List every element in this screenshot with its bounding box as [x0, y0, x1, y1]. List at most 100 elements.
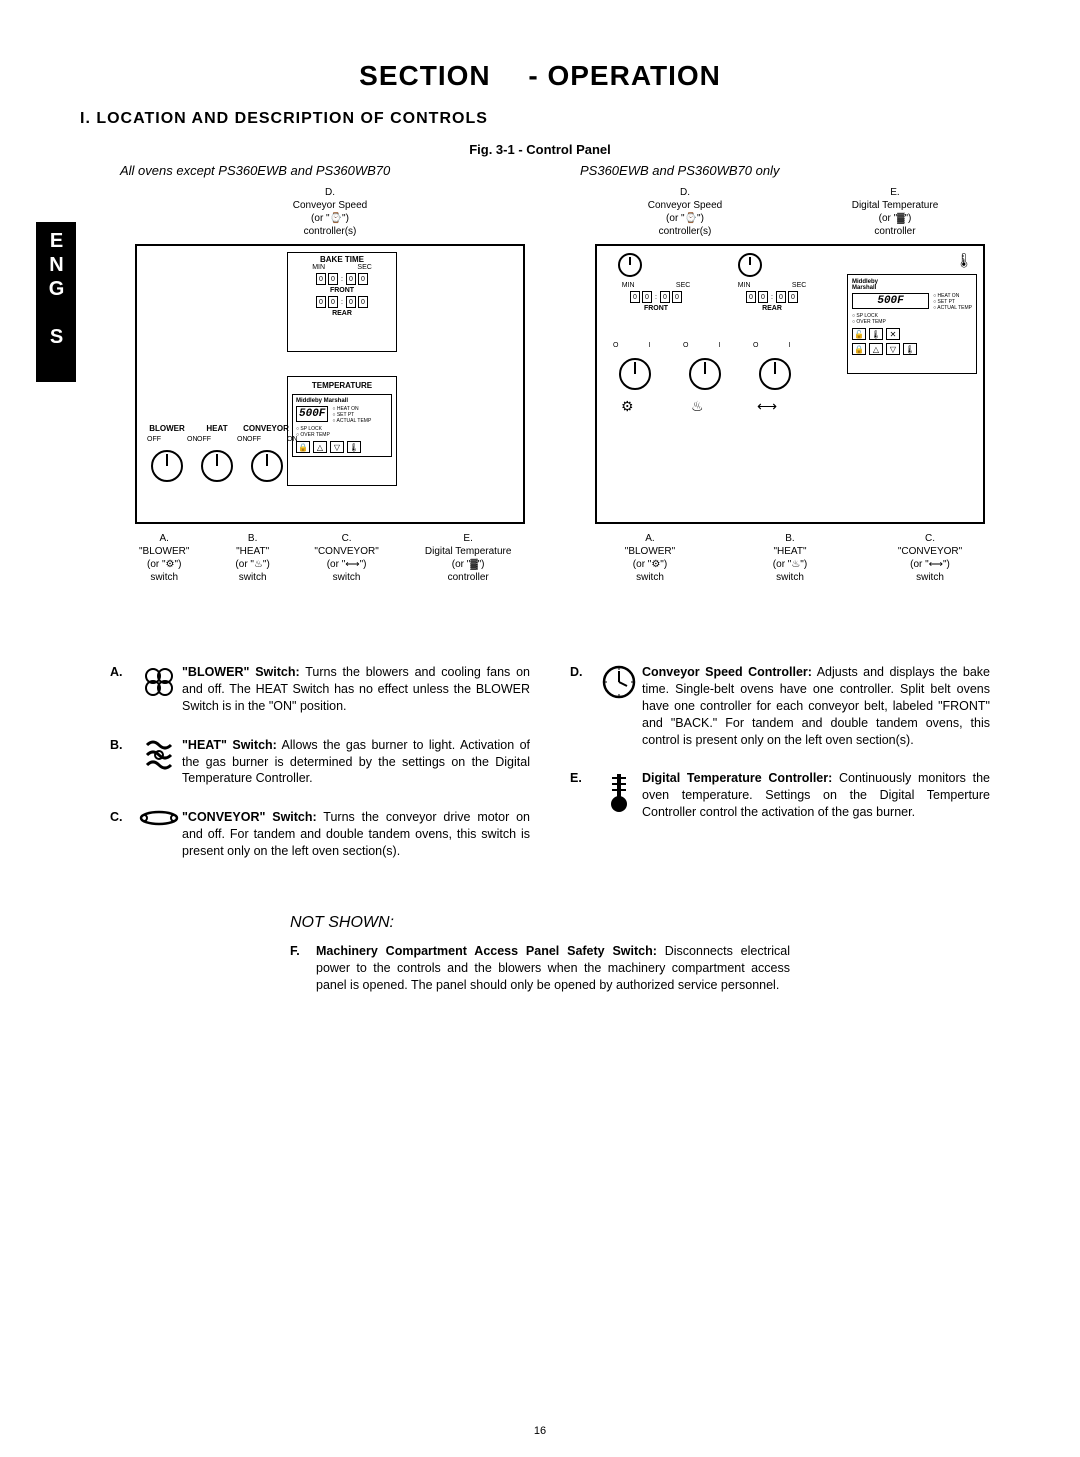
o-label: O: [613, 342, 618, 349]
bake-time-box: BAKE TIME MIN SEC 00:00 FRONT 00:00 REAR: [287, 252, 397, 352]
diagram-left-col: All ovens except PS360EWB and PS360WB70 …: [120, 163, 540, 584]
on-label: ON: [187, 436, 198, 443]
temp-button-row-r: 🔓 🌡 ✕: [852, 328, 972, 340]
bottom-callouts-left: A. "BLOWER" (or "⚙") switch B. "HEAT" (o…: [120, 532, 540, 584]
ind-actual-temp: ACTUAL TEMP: [337, 418, 372, 424]
callout-d-right: D. Conveyor Speed (or "⌚") controller(s): [580, 186, 790, 238]
conveyor-icon: [136, 809, 182, 860]
legend-letter-d: D.: [570, 664, 596, 748]
clock-icon: [617, 252, 643, 278]
legend-item-a: A. "BLOWER" Switch: Turns the blowers an…: [110, 664, 530, 715]
thermometer-icon: [596, 770, 642, 821]
temperature-label: TEMPERATURE: [292, 381, 392, 390]
page-title: SECTION - OPERATION: [0, 60, 1080, 92]
front-label: FRONT: [288, 287, 396, 294]
callout-a: A. "BLOWER" (or "⚙") switch: [120, 532, 208, 584]
figure-caption: Fig. 3-1 - Control Panel: [0, 142, 1080, 157]
blower-icon: [136, 664, 182, 715]
control-panel-left: BAKE TIME MIN SEC 00:00 FRONT 00:00 REAR…: [135, 244, 525, 524]
callout-b-r: B. "HEAT" (or "♨") switch: [720, 532, 860, 584]
callout-e-right: E. Digital Temperature (or "▓") controll…: [790, 186, 1000, 238]
temp-button-row-r2: 🔒 △ ▽ 🌡: [852, 343, 972, 355]
indicator-lights-2: ○ SP LOCK ○ OVER TEMP: [296, 426, 388, 438]
conveyor-knob: [251, 450, 283, 482]
on-label: ON: [237, 436, 248, 443]
legend-text-d: Conveyor Speed Controller: Adjusts and d…: [642, 664, 990, 748]
bottom-callouts-right: A. "BLOWER" (or "⚙") switch B. "HEAT" (o…: [580, 532, 1000, 584]
ns-letter-f: F.: [290, 943, 316, 994]
conveyor-front-box: MINSEC 00:00 FRONT: [601, 282, 711, 312]
heat-label: HEAT: [195, 424, 239, 433]
off-label: OFF: [197, 436, 211, 443]
temp-display-r: 500F: [852, 293, 929, 309]
top-callouts-right: D. Conveyor Speed (or "⌚") controller(s)…: [580, 186, 1000, 238]
off-label: OFF: [147, 436, 161, 443]
temperature-controller-box: TEMPERATURE Middleby Marshall 500F ○ HEA…: [287, 376, 397, 486]
not-shown-title: NOT SHOWN:: [290, 912, 790, 934]
diagram-row: All ovens except PS360EWB and PS360WB70 …: [100, 163, 1020, 584]
clock-icon: [596, 664, 642, 748]
seg-display-rear: 00:00: [288, 296, 396, 308]
min-label: MIN: [622, 282, 635, 289]
up-icon: △: [869, 343, 883, 355]
page-number: 16: [0, 1425, 1080, 1437]
min-label: MIN: [312, 264, 325, 271]
ind-over-temp: OVER TEMP: [856, 319, 885, 325]
conveyor-ctrl-front: [617, 252, 643, 278]
callout-c: C. "CONVEYOR" (or "⟷") switch: [297, 532, 396, 584]
i-label: I: [648, 342, 650, 349]
legend-letter-a: A.: [110, 664, 136, 715]
min-label: MIN: [738, 282, 751, 289]
i-label: I: [718, 342, 720, 349]
temperature-controller-right: Middleby Marshall 500F ○ HEAT ON ○ SET P…: [847, 274, 977, 374]
callout-d-left: D. Conveyor Speed (or "⌚") controller(s): [120, 186, 540, 238]
legend-letter-e: E.: [570, 770, 596, 821]
indicator-lights-r: ○ HEAT ON ○ SET PT ○ ACTUAL TEMP: [933, 293, 972, 311]
control-panel-right: MINSEC 00:00 FRONT MINSEC 00:00 REAR OI …: [595, 244, 985, 524]
legend-left-col: A. "BLOWER" Switch: Turns the blowers an…: [110, 664, 530, 882]
legend-text-c: "CONVEYOR" Switch: Turns the conveyor dr…: [182, 809, 530, 860]
bake-time-label: BAKE TIME: [288, 255, 396, 264]
diagram-right-title: PS360EWB and PS360WB70 only: [580, 163, 779, 178]
blower-knob: [151, 450, 183, 482]
conveyor-icon: ⟷: [757, 398, 777, 415]
legend-item-c: C. "CONVEYOR" Switch: Turns the conveyor…: [110, 809, 530, 860]
x-icon: ✕: [886, 328, 900, 340]
conveyor-rear-box: MINSEC 00:00 REAR: [717, 282, 827, 312]
legend-right-col: D. Conveyor Speed Controller: Adjusts an…: [570, 664, 990, 882]
min-sec-row: MIN SEC: [296, 264, 388, 271]
conveyor-ctrl-rear: [737, 252, 763, 278]
conveyor-label: CONVEYOR: [241, 424, 291, 433]
down-icon: ▽: [886, 343, 900, 355]
heat-knob-r: [689, 358, 721, 390]
callout-a-r: A. "BLOWER" (or "⚙") switch: [580, 532, 720, 584]
not-shown-item-f: F. Machinery Compartment Access Panel Sa…: [290, 943, 790, 994]
indicator-lights: ○ HEAT ON ○ SET PT ○ ACTUAL TEMP: [332, 406, 371, 424]
callout-b: B. "HEAT" (or "♨") switch: [208, 532, 296, 584]
subsection-title: I. LOCATION AND DESCRIPTION OF CONTROLS: [80, 110, 1080, 128]
temp-icon: 🌡: [347, 441, 361, 453]
language-tab: ENG S: [36, 222, 76, 382]
up-icon: △: [313, 441, 327, 453]
sec-label: SEC: [357, 264, 371, 271]
rear-label: REAR: [288, 310, 396, 317]
sec-label: SEC: [792, 282, 806, 289]
clock-icon: [737, 252, 763, 278]
o-label: O: [753, 342, 758, 349]
callout-c-r: C. "CONVEYOR" (or "⟷") switch: [860, 532, 1000, 584]
temp-display: 500F: [296, 406, 328, 422]
lock-icon: 🔒: [296, 441, 310, 453]
blower-icon: ⚙: [621, 398, 634, 415]
diagram-right-col: PS360EWB and PS360WB70 only D. Conveyor …: [580, 163, 1000, 584]
not-shown-block: NOT SHOWN: F. Machinery Compartment Acce…: [290, 912, 790, 994]
blower-knob-r: [619, 358, 651, 390]
legend-text-e: Digital Temperature Controller: Continuo…: [642, 770, 990, 821]
ns-text-f: Machinery Compartment Access Panel Safet…: [316, 943, 790, 994]
conveyor-knob-r: [759, 358, 791, 390]
legend-text-a: "BLOWER" Switch: Turns the blowers and c…: [182, 664, 530, 715]
callout-e: E. Digital Temperature (or "▓") controll…: [396, 532, 540, 584]
heat-knob: [201, 450, 233, 482]
off-label: OFF: [247, 436, 261, 443]
legend-item-b: B. "HEAT" Switch: Allows the gas burner …: [110, 737, 530, 788]
ind-actual-temp: ACTUAL TEMP: [937, 305, 972, 311]
